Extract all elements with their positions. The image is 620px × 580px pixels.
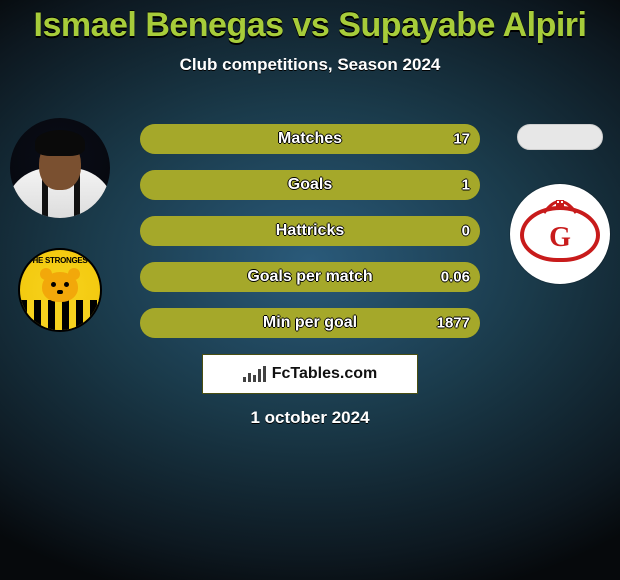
stat-row-goals: Goals 1: [140, 170, 480, 200]
stat-row-matches: Matches 17: [140, 124, 480, 154]
avatar-hair: [35, 130, 85, 156]
subtitle: Club competitions, Season 2024: [0, 55, 620, 75]
stat-row-hattricks: Hattricks 0: [140, 216, 480, 246]
badge-label: THE STRONGEST: [28, 256, 92, 265]
stat-label: Hattricks: [276, 222, 344, 240]
right-column: G: [500, 118, 620, 284]
attribution-text: FcTables.com: [272, 365, 378, 383]
stat-label: Goals per match: [247, 268, 372, 286]
badge-stripes: [20, 300, 100, 330]
stat-value-left: 17: [453, 131, 470, 148]
badge-letter: G: [549, 222, 571, 254]
page-title: Ismael Benegas vs Supayabe Alpiri: [0, 0, 620, 45]
stat-label: Min per goal: [263, 314, 357, 332]
left-column: THE STRONGEST: [0, 118, 120, 332]
stat-bars: Matches 17 Goals 1 Hattricks 0 Goals per…: [140, 124, 480, 354]
stat-value-left: 0: [462, 223, 470, 240]
player-right-avatar-placeholder: [517, 124, 603, 150]
stat-label: Matches: [278, 130, 342, 148]
stat-value-left: 1877: [437, 315, 470, 332]
stat-label: Goals: [288, 176, 332, 194]
club-left-badge: THE STRONGEST: [18, 248, 102, 332]
badge-tiger-icon: [42, 272, 78, 302]
stat-row-goals-per-match: Goals per match 0.06: [140, 262, 480, 292]
barchart-icon: [243, 366, 266, 382]
date-label: 1 october 2024: [250, 408, 369, 428]
club-right-badge: G: [510, 184, 610, 284]
stat-row-min-per-goal: Min per goal 1877: [140, 308, 480, 338]
stat-value-left: 1: [462, 177, 470, 194]
attribution-box: FcTables.com: [202, 354, 418, 394]
comparison-card: Ismael Benegas vs Supayabe Alpiri Club c…: [0, 0, 620, 580]
stat-value-left: 0.06: [441, 269, 470, 286]
player-left-avatar: [10, 118, 110, 218]
